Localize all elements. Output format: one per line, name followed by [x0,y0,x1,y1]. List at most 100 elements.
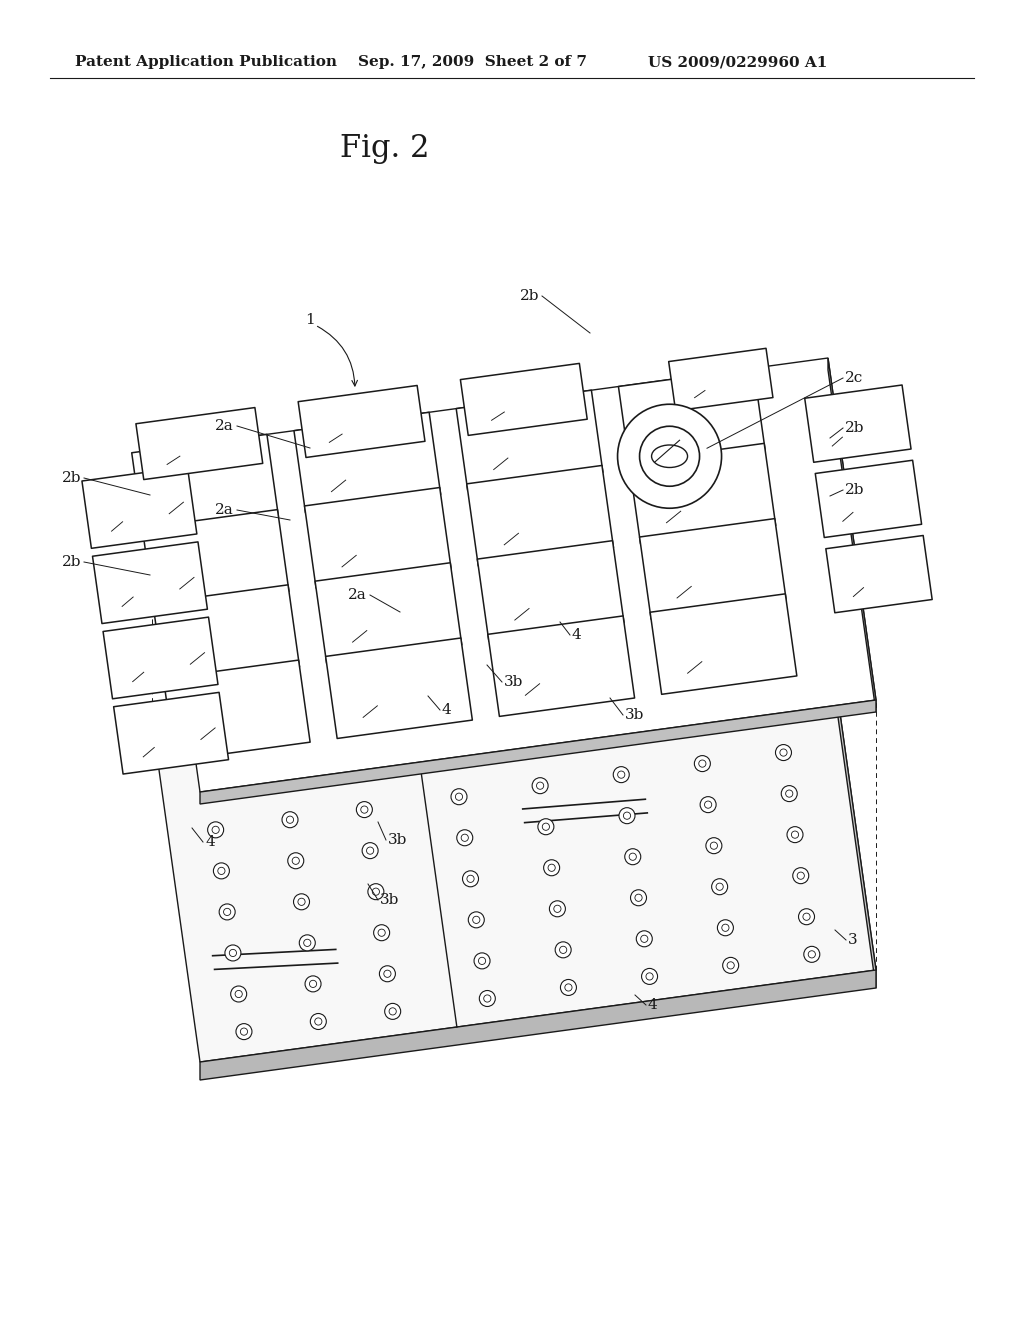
Polygon shape [815,461,922,537]
Text: 4: 4 [572,628,582,642]
Polygon shape [629,444,776,544]
Circle shape [461,834,468,841]
Circle shape [287,816,294,824]
Circle shape [281,775,288,783]
Circle shape [474,953,490,969]
Polygon shape [136,408,263,479]
Circle shape [526,737,543,752]
Circle shape [298,898,305,906]
Text: 3b: 3b [625,708,644,722]
Circle shape [362,842,378,858]
Polygon shape [132,434,279,535]
Circle shape [218,867,225,874]
Text: 2a: 2a [215,418,233,433]
Circle shape [808,950,815,958]
Polygon shape [304,487,452,587]
Circle shape [305,975,322,991]
Circle shape [624,812,631,820]
Circle shape [292,857,299,865]
Text: 3b: 3b [380,894,399,907]
Circle shape [544,859,560,875]
Circle shape [384,970,391,977]
Text: 4: 4 [648,998,657,1012]
Circle shape [241,1028,248,1035]
Circle shape [368,883,384,900]
Text: 2c: 2c [845,371,863,385]
Circle shape [602,685,617,701]
Circle shape [473,916,480,924]
Polygon shape [457,391,603,491]
Polygon shape [828,628,876,987]
Circle shape [282,812,298,828]
Circle shape [629,853,636,861]
Circle shape [201,744,208,751]
Circle shape [197,739,212,756]
Circle shape [439,706,456,722]
Circle shape [768,667,775,675]
Circle shape [607,726,624,742]
Circle shape [274,734,282,742]
Polygon shape [294,412,440,512]
Polygon shape [152,358,876,792]
Polygon shape [103,618,218,698]
Circle shape [635,894,642,902]
Circle shape [612,730,620,737]
Circle shape [367,847,374,854]
Circle shape [310,1014,327,1030]
Circle shape [797,873,805,879]
Text: 4: 4 [442,704,452,717]
Circle shape [225,945,241,961]
Circle shape [803,913,810,920]
Circle shape [775,744,792,760]
Polygon shape [828,358,876,711]
Circle shape [718,920,733,936]
Circle shape [374,925,390,941]
Circle shape [212,826,219,833]
Text: 2b: 2b [845,483,864,498]
Circle shape [451,789,467,805]
Circle shape [463,871,478,887]
Circle shape [548,865,555,871]
Text: Sep. 17, 2009  Sheet 2 of 7: Sep. 17, 2009 Sheet 2 of 7 [358,55,587,69]
Circle shape [793,867,809,883]
Circle shape [780,748,787,756]
Circle shape [781,785,798,801]
Polygon shape [326,638,472,738]
Circle shape [565,983,572,991]
Circle shape [202,781,218,797]
Polygon shape [669,348,773,411]
Circle shape [483,995,490,1002]
Circle shape [294,894,309,909]
Text: US 2009/0229960 A1: US 2009/0229960 A1 [648,55,827,69]
Circle shape [774,708,781,715]
Circle shape [641,935,648,942]
Circle shape [688,714,705,730]
Circle shape [478,957,485,965]
Circle shape [799,908,814,925]
Circle shape [450,752,457,759]
Polygon shape [805,385,911,462]
Circle shape [345,719,360,735]
Circle shape [764,663,780,678]
Polygon shape [461,363,587,436]
Circle shape [712,879,728,895]
Circle shape [642,969,657,985]
Circle shape [792,832,799,838]
Text: 2b: 2b [845,421,864,436]
Circle shape [532,777,548,793]
Circle shape [230,986,247,1002]
Circle shape [700,797,716,813]
Ellipse shape [651,445,687,467]
Text: 1: 1 [305,313,314,327]
Circle shape [360,807,368,813]
Polygon shape [114,693,228,774]
Polygon shape [467,466,613,566]
Circle shape [716,883,723,890]
Circle shape [270,730,287,746]
Circle shape [525,700,532,708]
Circle shape [559,946,566,953]
Text: 2b: 2b [62,471,82,484]
Polygon shape [153,585,300,685]
Circle shape [309,981,316,987]
Circle shape [445,747,461,764]
